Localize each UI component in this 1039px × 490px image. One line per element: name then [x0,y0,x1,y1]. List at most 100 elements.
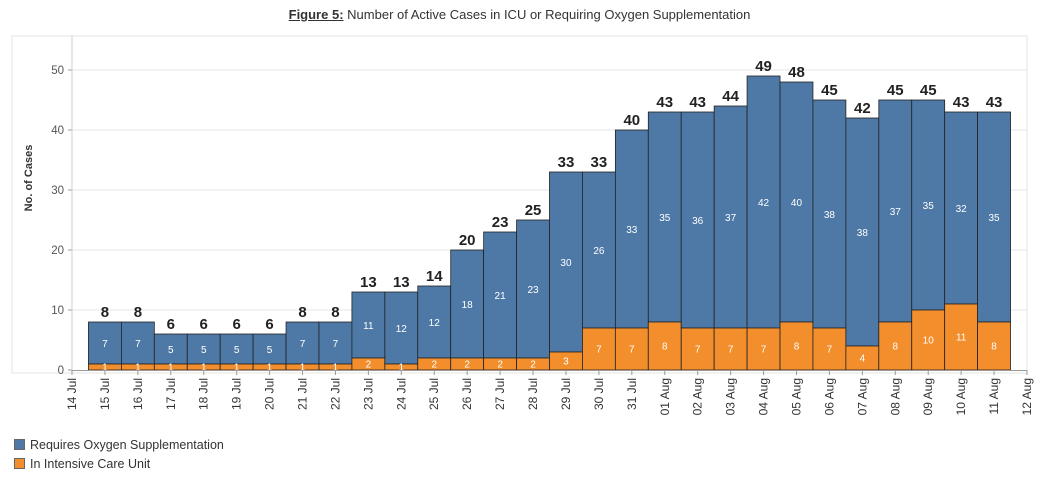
bar-label-icu: 7 [629,345,635,356]
bar-icu [746,327,781,371]
bar-label-total: 6 [265,316,273,333]
bar-icu [812,327,847,371]
x-tick-label: 30 Jul [592,378,606,410]
bar-label-total: 6 [232,316,240,333]
legend-label-oxygen: Requires Oxygen Supplementation [30,437,224,452]
x-tick-label: 29 Jul [559,378,573,410]
bar-label-total: 33 [558,154,575,171]
y-tick-label: 30 [51,185,64,197]
bar-label-icu: 7 [827,345,833,356]
bar-icu [878,321,913,371]
bar-label-total: 25 [525,202,542,219]
x-tick-label: 23 Jul [361,378,375,410]
legend-label-icu: In Intensive Care Unit [30,456,151,471]
bar-label-total: 48 [788,64,805,81]
bar-label-icu: 2 [431,360,437,371]
bar-icu [944,303,979,371]
bar-label-icu: 1 [333,363,339,374]
bar-label-icu: 1 [234,363,240,374]
x-tick-label: 27 Jul [493,378,507,410]
bar-label-oxygen: 12 [396,324,408,335]
bar-label-oxygen: 7 [102,339,108,350]
bar-label-oxygen: 35 [923,201,935,212]
y-tick-label: 40 [51,125,64,137]
bar-label-oxygen: 42 [758,198,770,209]
bar-label-icu: 7 [596,345,602,356]
bar-icu [845,345,880,371]
plot-frame [11,35,1028,374]
bar-oxygen [450,249,485,359]
x-tick-label: 26 Jul [460,378,474,410]
bar-label-icu: 1 [201,363,207,374]
bar-oxygen [977,111,1011,323]
legend-swatch-icu [14,458,25,469]
bar-label-total: 43 [689,94,706,111]
bar-oxygen [614,129,649,329]
bar-label-icu: 1 [135,363,141,374]
y-axis-title: No. of Cases [23,145,35,212]
bar-label-total: 43 [953,94,970,111]
legend-item-icu[interactable]: In Intensive Care Unit [14,454,224,473]
bar-icu [977,321,1011,371]
bar-label-total: 40 [623,112,640,129]
bar-oxygen [483,231,517,359]
bar-label-oxygen: 33 [626,225,638,236]
x-tick-label: 10 Aug [954,378,968,415]
bar-icu [582,327,616,371]
bar-oxygen [746,75,781,329]
bar-label-oxygen: 37 [890,207,902,218]
bar-label-icu: 8 [662,342,668,353]
bar-icu [680,327,715,371]
bar-oxygen [417,285,452,359]
bar-label-total: 23 [492,214,509,231]
bar-label-oxygen: 5 [201,345,207,356]
x-tick-label: 17 Jul [164,378,178,410]
bar-label-oxygen: 21 [495,291,507,302]
bar-label-icu: 10 [923,336,935,347]
bar-label-icu: 2 [497,360,503,371]
bar-oxygen [582,171,616,329]
x-tick-label: 18 Jul [197,378,211,410]
bar-label-icu: 1 [267,363,273,374]
bar-label-total: 8 [331,304,339,321]
x-tick-label: 24 Jul [394,378,408,410]
x-tick-label: 28 Jul [526,378,540,410]
chart-title: Figure 5: Number of Active Cases in ICU … [0,7,1039,22]
bar-label-oxygen: 18 [462,300,474,311]
bar-oxygen [219,333,254,365]
x-tick-label: 09 Aug [921,378,935,415]
x-tick-label: 22 Jul [328,378,342,410]
bar-label-oxygen: 7 [300,339,306,350]
legend-swatch-oxygen [14,439,25,450]
bar-oxygen [812,99,847,329]
bar-label-total: 43 [656,94,673,111]
bar-label-icu: 8 [794,342,800,353]
bar-label-oxygen: 5 [267,345,273,356]
x-tick-label: 03 Aug [724,378,738,415]
x-tick-label: 04 Aug [757,378,771,415]
bar-label-icu: 8 [991,342,997,353]
bar-label-total: 8 [298,304,306,321]
legend-item-oxygen[interactable]: Requires Oxygen Supplementation [14,435,224,454]
x-tick-label: 08 Aug [888,378,902,415]
figure-title-text: Number of Active Cases in ICU or Requiri… [347,7,751,22]
y-tick-label: 50 [51,65,64,77]
bar-icu [911,309,946,371]
x-tick-label: 16 Jul [131,378,145,410]
bar-label-total: 44 [722,88,739,105]
x-tick-label: 02 Aug [691,378,705,415]
bar-label-oxygen: 40 [791,198,803,209]
x-tick-label: 12 Aug [1020,378,1034,415]
bar-label-icu: 2 [530,360,536,371]
bar-label-oxygen: 12 [429,318,441,329]
y-tick-label: 0 [58,365,64,377]
bar-label-oxygen: 37 [725,213,737,224]
bar-icu [647,321,682,371]
x-tick-label: 07 Aug [855,378,869,415]
bar-label-total: 8 [134,304,142,321]
bar-label-total: 45 [821,82,838,99]
bar-label-total: 6 [167,316,175,333]
bar-label-icu: 2 [464,360,470,371]
bar-label-oxygen: 32 [956,204,968,215]
